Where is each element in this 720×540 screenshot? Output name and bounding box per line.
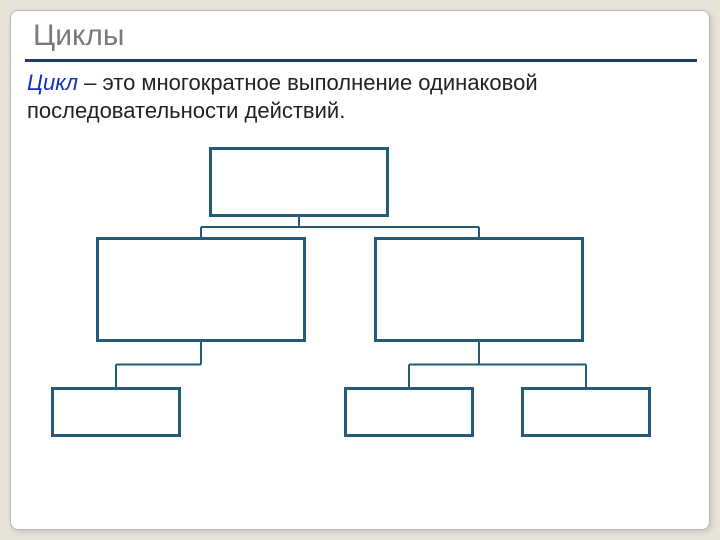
- slide-background: Циклы Цикл – это многократное выполнение…: [0, 0, 720, 540]
- tree-node-ll: [51, 387, 181, 437]
- tree-diagram-nodes: [11, 11, 711, 531]
- tree-node-root: [209, 147, 389, 217]
- tree-node-rl: [344, 387, 474, 437]
- tree-node-right: [374, 237, 584, 342]
- tree-node-left: [96, 237, 306, 342]
- slide-panel: Циклы Цикл – это многократное выполнение…: [10, 10, 710, 530]
- tree-node-rr: [521, 387, 651, 437]
